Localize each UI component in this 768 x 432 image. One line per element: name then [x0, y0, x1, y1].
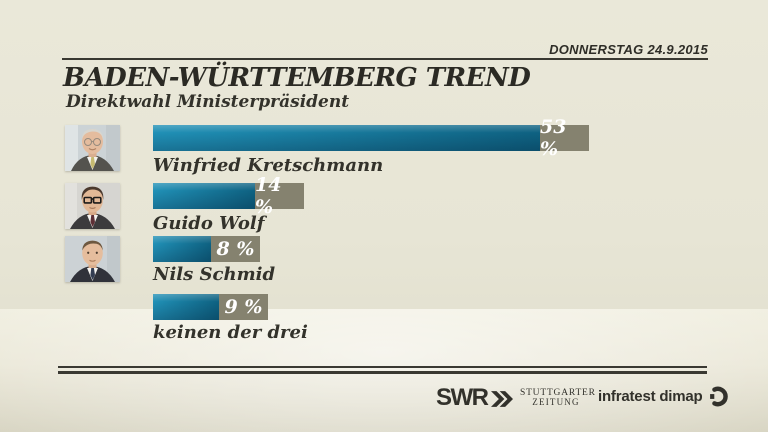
result-bar-fill	[153, 294, 219, 320]
value-badge: 9 %	[219, 294, 268, 320]
swr-chevrons-icon	[490, 391, 513, 407]
swr-logo: SWR	[436, 384, 513, 412]
candidate-name: Nils Schmid	[153, 264, 276, 285]
result-bar-fill	[153, 236, 211, 262]
result-bar: 53 %	[153, 116, 589, 160]
swr-wordmark: SWR	[436, 384, 489, 411]
footer-rule-thick	[58, 371, 707, 374]
portrait-photo	[65, 236, 120, 282]
candidate-name: Guido Wolf	[153, 213, 265, 234]
portrait-photo	[65, 125, 120, 171]
candidate-photo-wolf	[65, 183, 120, 229]
dimap-mark-icon	[709, 386, 728, 407]
value-badge: 53 %	[540, 116, 589, 160]
zeitung-line: ZEITUNG	[532, 397, 580, 407]
infratest-dimap-logo: infratest dimap	[598, 386, 729, 407]
value-badge: 14 %	[255, 174, 304, 218]
stuttgarter-zeitung-logo: STUTTGARTER ZEITUNG	[520, 388, 596, 407]
result-bar: 8 %	[153, 236, 260, 262]
result-bar: 14 %	[153, 174, 304, 218]
candidate-name: keinen der drei	[153, 322, 308, 343]
candidate-photo-kretschmann	[65, 125, 120, 171]
stuttgarter-line: STUTTGARTER	[520, 388, 596, 398]
portrait-photo	[65, 183, 120, 229]
value-badge: 8 %	[211, 236, 260, 262]
header-date: DONNERSTAG 24.9.2015	[549, 42, 708, 57]
candidate-photo-schmid	[65, 236, 120, 282]
result-bar: 9 %	[153, 294, 268, 320]
candidate-name: Winfried Kretschmann	[153, 155, 384, 176]
result-bar-fill	[153, 125, 540, 151]
page-title: BADEN-WÜRTTEMBERG TREND	[63, 63, 531, 93]
result-bar-fill	[153, 183, 255, 209]
infratest-dimap-wordmark: infratest dimap	[598, 388, 703, 405]
footer-rule-thin	[58, 366, 707, 368]
header-rule	[62, 58, 708, 60]
page-subtitle: Direktwahl Ministerpräsident	[66, 92, 350, 112]
studio-floor	[0, 309, 768, 432]
